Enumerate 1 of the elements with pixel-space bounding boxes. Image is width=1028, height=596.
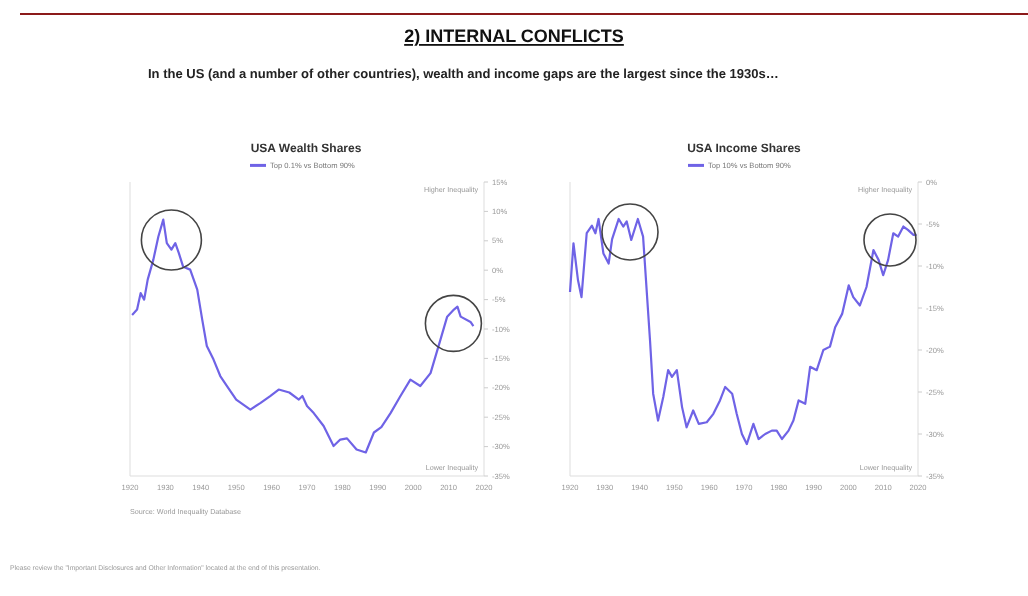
text: 2) INTERNAL CONFLICTS xyxy=(404,26,624,46)
